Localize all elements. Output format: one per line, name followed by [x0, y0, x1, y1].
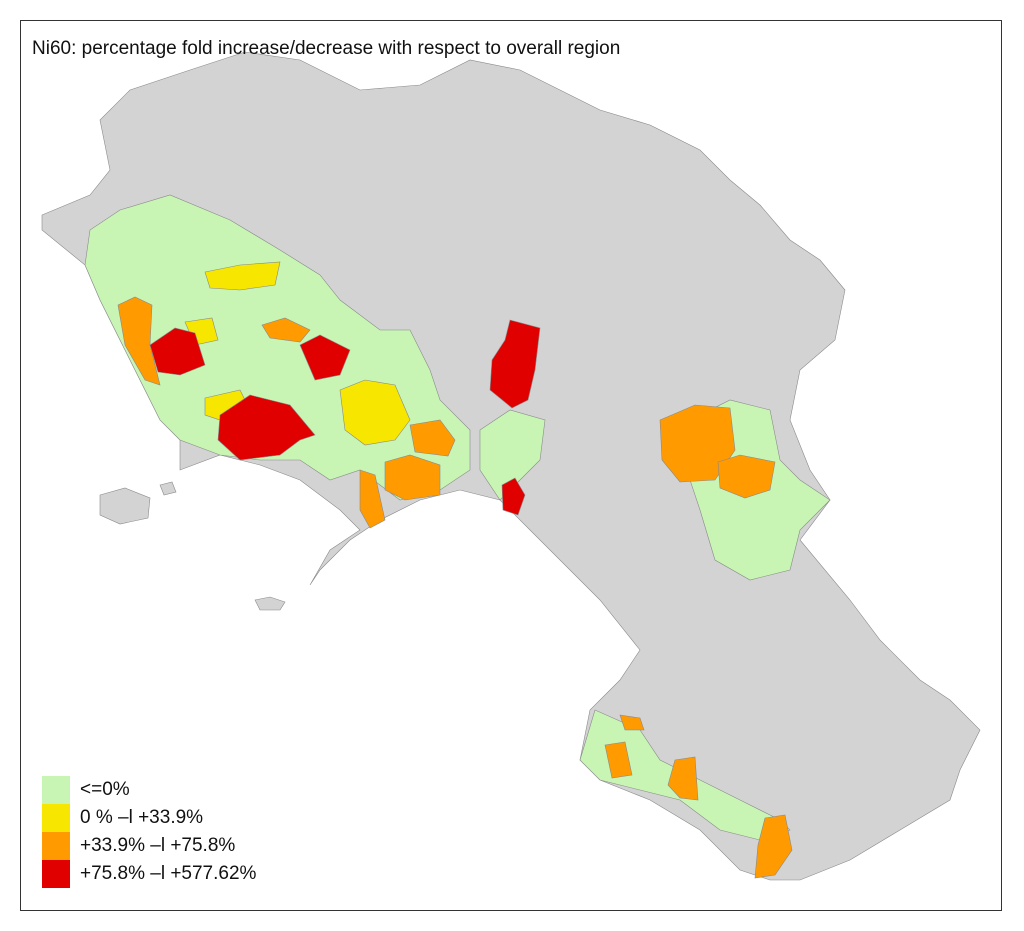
legend-label: +75.8% –l +577.62% [80, 863, 257, 884]
area-red [217, 394, 316, 461]
map-frame [20, 20, 1002, 911]
area-orange [384, 454, 441, 501]
legend-item: +33.9% –l +75.8% [42, 832, 256, 860]
area-orange [409, 419, 456, 457]
legend-item: +75.8% –l +577.62% [42, 860, 256, 888]
legend-item: <=0% [42, 776, 256, 804]
legend-label: 0 % –l +33.9% [80, 807, 204, 828]
area-orange [359, 469, 386, 529]
legend-swatch [42, 804, 70, 832]
legend-label: <=0% [80, 779, 130, 800]
area-orange [604, 741, 633, 779]
area-orange [667, 756, 699, 801]
area-orange [754, 814, 793, 879]
map-title: Ni60: percentage fold increase/decrease … [32, 38, 621, 59]
legend-swatch [42, 860, 70, 888]
legend-swatch [42, 832, 70, 860]
area-yellow [204, 261, 281, 291]
legend-item: 0 % –l +33.9% [42, 804, 256, 832]
area-orange [717, 454, 776, 499]
legend: <=0% 0 % –l +33.9% +33.9% –l +75.8% +75.… [42, 776, 256, 888]
area-orange [261, 317, 311, 343]
legend-swatch [42, 776, 70, 804]
legend-label: +33.9% –l +75.8% [80, 835, 236, 856]
area-red [489, 319, 541, 409]
area-red [501, 477, 526, 516]
island-capri [254, 596, 286, 611]
area-orange [117, 296, 161, 386]
area-green [479, 409, 546, 501]
island-ischia [99, 487, 151, 525]
area-red [299, 334, 351, 381]
area-yellow [339, 379, 411, 446]
area-orange [619, 714, 645, 731]
area-red [149, 327, 206, 376]
island-procida [159, 481, 177, 496]
